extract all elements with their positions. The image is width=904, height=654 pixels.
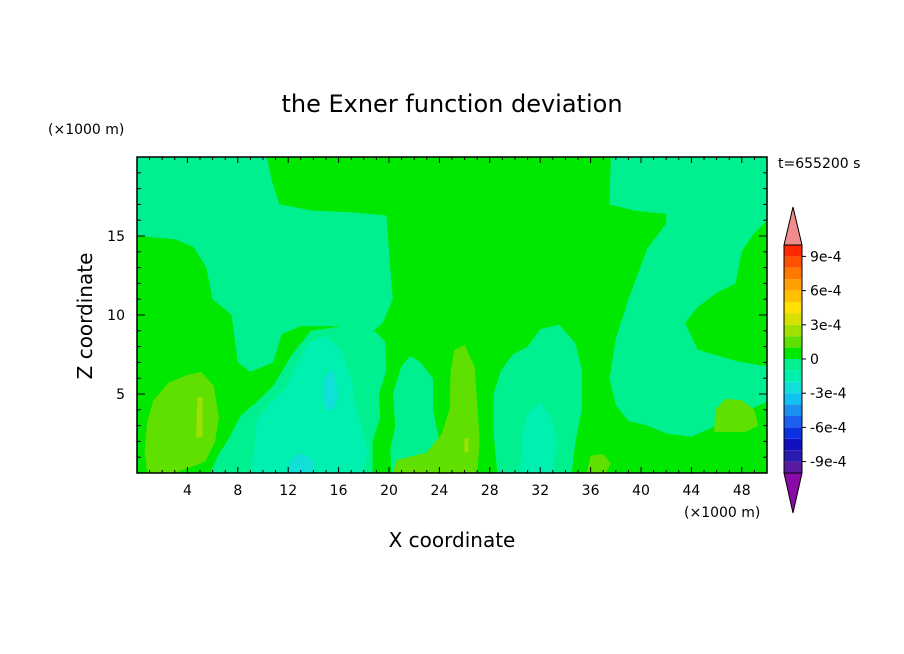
y-tick-label: 5 <box>116 387 125 403</box>
colorbar-tick-label: 3e-4 <box>810 318 842 334</box>
colorbar-segment <box>784 302 802 314</box>
chart-title: the Exner function deviation <box>281 90 622 118</box>
colorbar-segment <box>784 381 802 394</box>
x-tick-label: 24 <box>430 483 448 499</box>
colorbar-segment <box>784 438 802 451</box>
colorbar-tick-label: -3e-4 <box>810 386 847 402</box>
colorbar-tick-label: 9e-4 <box>810 249 842 265</box>
x-tick-label: 8 <box>233 483 242 499</box>
x-unit-label: (×1000 m) <box>684 505 760 521</box>
y-unit-label: (×1000 m) <box>48 122 124 138</box>
contour-region-cyan-pocket-mid <box>520 401 557 473</box>
contour-region-lime-center-strip <box>392 345 480 473</box>
contour-region-mid-teal <box>493 324 582 473</box>
x-axis-label: X coordinate <box>389 528 516 552</box>
x-tick-label: 4 <box>183 483 192 499</box>
x-tick-label: 20 <box>380 483 398 499</box>
colorbar-segment <box>784 359 802 371</box>
contour-region-lime-right-foot <box>586 454 611 473</box>
y-axis-label: Z coordinate <box>73 253 97 380</box>
x-tick-label: 40 <box>632 483 650 499</box>
time-label: t=655200 s <box>778 156 860 172</box>
x-tick-label: 28 <box>481 483 499 499</box>
colorbar-tick-label: -6e-4 <box>810 420 847 436</box>
colorbar-segment <box>784 267 802 280</box>
colorbar-segment <box>784 450 802 462</box>
colorbar-segment <box>784 313 802 325</box>
colorbar-segment <box>784 245 802 257</box>
contour-region-upper-right-teal <box>609 157 767 437</box>
colorbar-segment <box>784 427 802 439</box>
contour-region-lime-right <box>714 398 759 432</box>
contour-region-lime-left <box>144 371 219 473</box>
contour-region-upper-left-teal <box>137 157 393 372</box>
x-tick-label: 32 <box>531 483 549 499</box>
colorbar-tick-label: 6e-4 <box>810 284 842 300</box>
y-tick-label: 10 <box>107 308 125 324</box>
contour-region-cyan-pocket-left <box>250 335 368 473</box>
colorbar-segment <box>784 404 802 416</box>
colorbar-top-triangle <box>783 206 803 246</box>
colorbar-bottom-triangle <box>783 472 803 514</box>
y-tick-label: 15 <box>107 229 125 245</box>
x-tick-label: 12 <box>279 483 297 499</box>
colorbar-tick-label: 0 <box>810 352 819 368</box>
contour-region-yellow-speck-center <box>464 438 469 453</box>
contour-region-cyan-core-left <box>322 370 339 410</box>
colorbar-segment <box>784 279 802 291</box>
colorbar-segment <box>784 336 802 348</box>
x-tick-label: 16 <box>330 483 348 499</box>
colorbar-segment <box>784 370 802 382</box>
colorbar-segment <box>784 256 802 268</box>
x-tick-label: 44 <box>682 483 700 499</box>
colorbar-segment <box>784 393 802 405</box>
contour-region-center-teal <box>390 356 446 473</box>
colorbar-segment <box>784 290 802 302</box>
colorbar-segment <box>784 416 802 428</box>
colorbar: 9e-4 6e-4 3e-4 0 -3e-4 -6e-4 -9e-4 <box>783 206 847 514</box>
x-tick-label: 48 <box>733 483 751 499</box>
colorbar-segment <box>784 347 802 359</box>
contour-region-cyan-base-left <box>288 452 314 473</box>
colorbar-tick-label: -9e-4 <box>810 455 847 471</box>
colorbar-segment <box>784 324 802 337</box>
x-tick-label: 36 <box>582 483 600 499</box>
contour-region-upper-right-green-islet <box>693 289 742 347</box>
contour-region-yellow-speck-left <box>196 397 203 437</box>
colorbar-segment <box>784 461 802 473</box>
